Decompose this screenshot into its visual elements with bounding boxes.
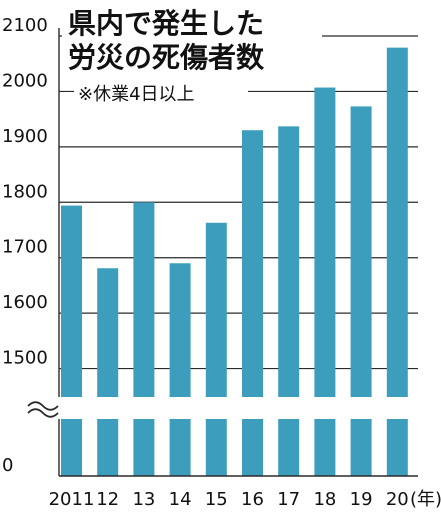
chart-note: ※休業4日以上	[78, 84, 195, 105]
bar-19	[350, 106, 372, 476]
x-tick-label-19: 19	[350, 489, 373, 510]
y-tick-label-0: 0	[2, 455, 13, 476]
axis-break-gap	[24, 397, 419, 419]
bar-2011	[61, 205, 82, 476]
y-tick-label-1500: 1500	[2, 348, 48, 369]
bar-12	[97, 268, 119, 476]
y-tick-label-1700: 1700	[2, 237, 48, 258]
y-tick-label-1900: 1900	[2, 126, 48, 147]
x-axis-unit: (年)	[410, 489, 441, 510]
y-tick-label-1800: 1800	[2, 181, 48, 202]
x-tick-label-16: 16	[241, 489, 264, 510]
x-tick-label-14: 14	[169, 489, 192, 510]
y-tick-label-2100: 2100	[2, 15, 48, 36]
chart-title-line-2: 労災の死傷者数	[68, 41, 265, 74]
x-tick-label-18: 18	[313, 489, 336, 510]
bar-13	[133, 202, 155, 477]
axis-layer	[24, 28, 419, 477]
bar-15	[205, 222, 227, 476]
axis-break-wave-top	[27, 401, 59, 411]
bar-17	[278, 126, 300, 476]
bar-14	[169, 263, 191, 476]
x-tick-label-13: 13	[132, 489, 155, 510]
axis-break-wave-bottom	[27, 408, 59, 418]
x-tick-label-17: 17	[277, 489, 300, 510]
chart-title-line-1: 県内で発生した	[68, 7, 264, 40]
y-tick-label-1600: 1600	[2, 292, 48, 313]
bar-20	[386, 47, 408, 476]
x-tick-label-15: 15	[205, 489, 228, 510]
x-tick-label-20: 20	[386, 489, 409, 510]
tick-layer: 2100 2000 1900 1800 1700 1600 1500 0 2011 12 13 14 1…	[2, 15, 441, 510]
x-tick-label-2011: 2011	[49, 489, 95, 510]
bar-16	[242, 130, 263, 476]
x-tick-label-12: 12	[96, 489, 119, 510]
bar-18	[314, 87, 336, 476]
y-tick-label-2000: 2000	[2, 70, 48, 91]
